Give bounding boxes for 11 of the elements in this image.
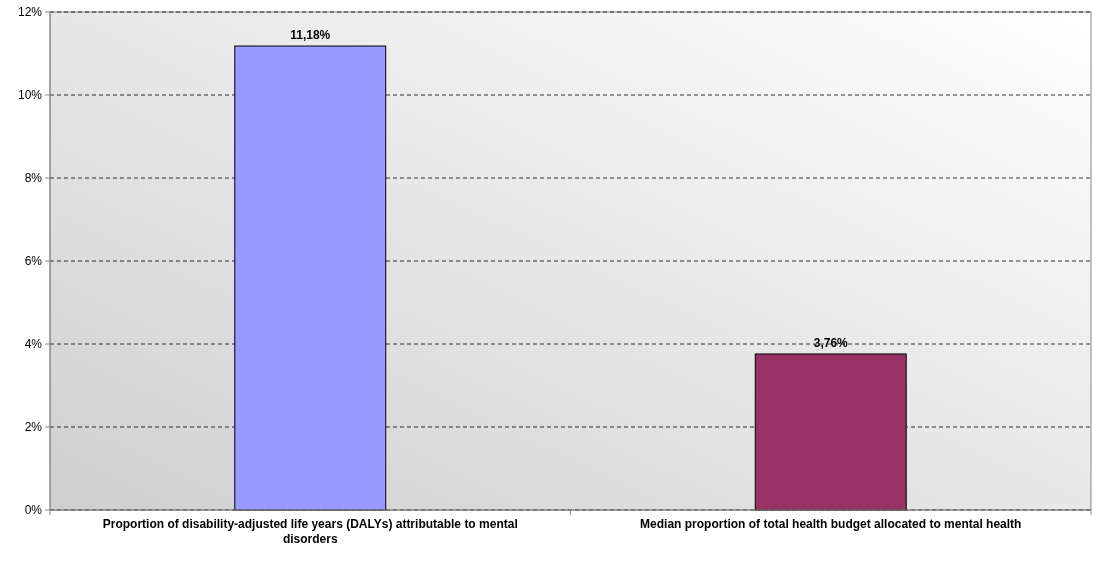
y-tick-label: 0% — [24, 503, 43, 518]
data-label: 11,18% — [290, 28, 331, 43]
y-tick-label: 2% — [24, 420, 43, 435]
y-tick-label: 12% — [17, 5, 43, 20]
y-tick-label: 8% — [24, 171, 43, 186]
x-tick-label: Median proportion of total health budget allocated to mental health — [640, 517, 1022, 531]
y-tick-label: 4% — [24, 337, 43, 352]
data-label: 3,76% — [813, 335, 849, 350]
y-tick-label: 10% — [17, 88, 43, 103]
y-tick-label: 6% — [24, 254, 43, 269]
x-tick-label: Proportion of disability-adjusted life years (DALYs) attributable to mental disorders — [102, 517, 518, 546]
